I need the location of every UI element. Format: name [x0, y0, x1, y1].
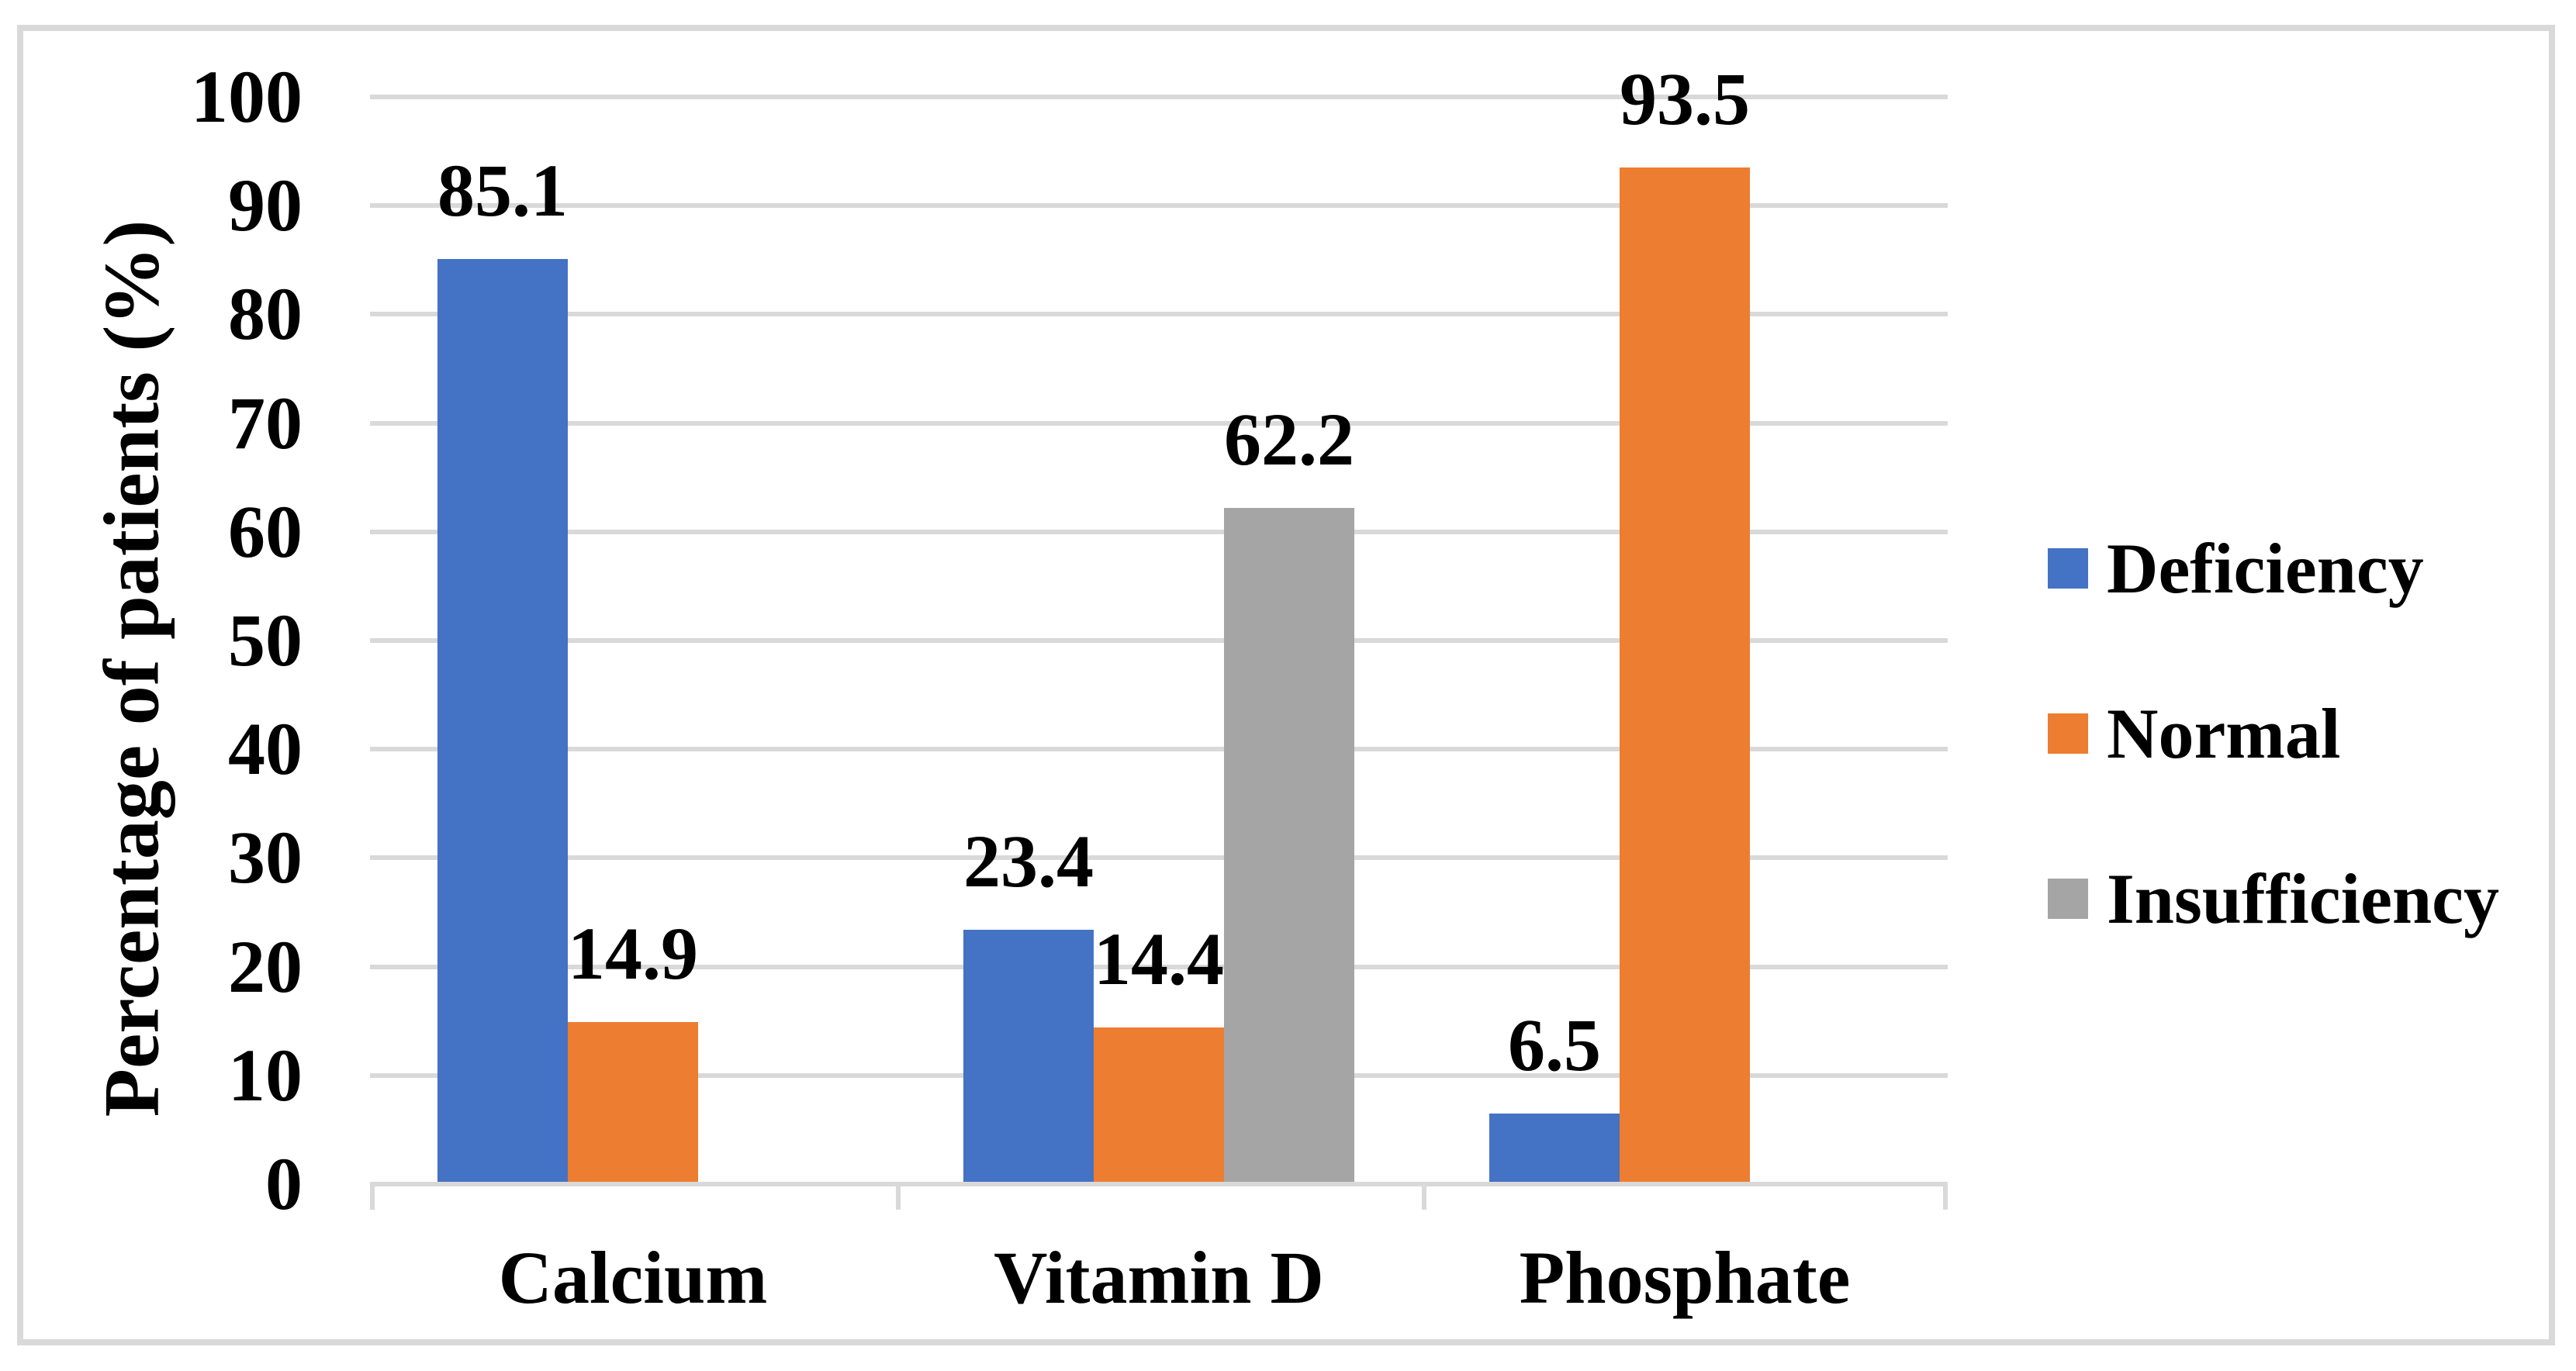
gridline-80	[370, 312, 1948, 317]
y-tick-label-100: 100	[191, 55, 303, 138]
gridline-50	[370, 638, 1948, 643]
x-axis-tick-2	[1422, 1184, 1426, 1210]
y-tick-label-70: 70	[228, 381, 303, 464]
x-axis-tick-0	[370, 1184, 375, 1210]
legend-swatch-normal-icon	[2048, 713, 2088, 754]
gridline-60	[370, 529, 1948, 534]
gridline-30	[370, 855, 1948, 861]
x-axis-line	[370, 1182, 1948, 1186]
x-axis-tick-1	[896, 1184, 901, 1210]
bar-phosphate-deficiency	[1489, 1114, 1620, 1184]
legend-label-insufficiency: Insufficiency	[2107, 859, 2499, 938]
x-axis-category-labels: Calcium Vitamin D Phosphate	[370, 1235, 1948, 1335]
bar-value-label-vitamin-d-insufficiency: 62.2	[1224, 398, 1354, 481]
y-tick-label-10: 10	[228, 1033, 303, 1117]
bar-value-label-phosphate-normal: 93.5	[1620, 57, 1750, 140]
category-label-vitamin-d: Vitamin D	[994, 1236, 1324, 1319]
legend-label-deficiency: Deficiency	[2107, 529, 2424, 608]
bar-value-label-vitamin-d-deficiency: 23.4	[963, 820, 1094, 903]
legend-item-deficiency: Deficiency	[2048, 528, 2499, 609]
gridline-70	[370, 420, 1948, 426]
legend-item-insufficiency: Insufficiency	[2048, 858, 2499, 939]
bar-calcium-normal	[568, 1022, 698, 1184]
x-axis-tick-3	[1943, 1184, 1948, 1210]
category-label-calcium: Calcium	[498, 1236, 768, 1319]
bar-vitamin-d-deficiency	[963, 930, 1094, 1184]
y-tick-label-90: 90	[228, 164, 303, 247]
y-tick-label-50: 50	[228, 599, 303, 682]
gridline-100	[370, 95, 1948, 99]
bar-value-label-vitamin-d-normal: 14.4	[1094, 917, 1224, 1000]
plot-area: 85.1 23.4 6.5 14.9 14.4 93.5 62.2	[370, 57, 1948, 1210]
gridline-20	[370, 964, 1948, 969]
legend-item-normal: Normal	[2048, 693, 2499, 774]
y-axis-tick-labels: 0 10 20 30 40 50 60 70 80 90 100	[0, 59, 335, 1222]
y-tick-label-40: 40	[228, 707, 303, 791]
legend-label-normal: Normal	[2107, 694, 2341, 773]
bar-value-label-calcium-normal: 14.9	[568, 912, 698, 995]
y-tick-label-0: 0	[265, 1142, 303, 1225]
bar-vitamin-d-insufficiency	[1224, 508, 1354, 1184]
gridline-40	[370, 747, 1948, 752]
legend: Deficiency Normal Insufficiency	[2048, 528, 2499, 1024]
y-tick-label-60: 60	[228, 489, 303, 573]
bar-value-label-phosphate-deficiency: 6.5	[1508, 1003, 1601, 1086]
y-tick-label-20: 20	[228, 924, 303, 1008]
bar-calcium-deficiency	[437, 259, 568, 1184]
y-tick-label-80: 80	[228, 272, 303, 356]
bar-vitamin-d-normal	[1094, 1027, 1224, 1184]
bar-value-label-calcium-deficiency: 85.1	[437, 149, 568, 232]
category-label-phosphate: Phosphate	[1519, 1236, 1851, 1319]
y-tick-label-30: 30	[228, 816, 303, 900]
legend-swatch-insufficiency-icon	[2048, 879, 2088, 919]
bar-phosphate-normal	[1620, 167, 1750, 1184]
gridline-90	[370, 203, 1948, 209]
legend-swatch-deficiency-icon	[2048, 548, 2088, 589]
